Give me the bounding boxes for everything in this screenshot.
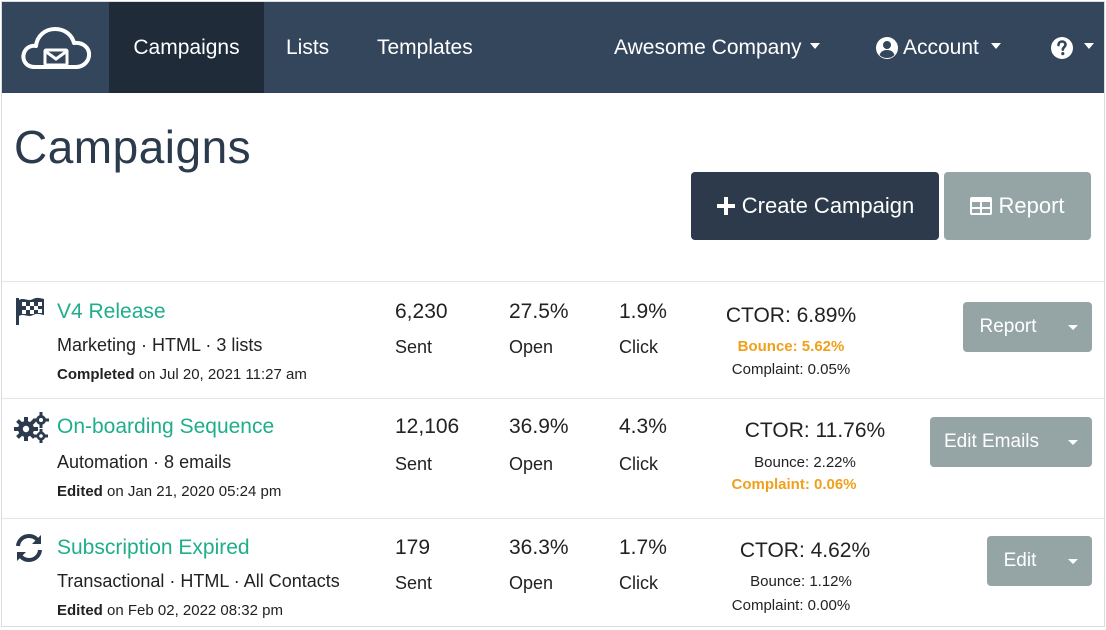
campaign-row: On-boarding Sequence Automation · 8 emai… bbox=[2, 399, 1104, 517]
bounce-value: Bounce: 2.22% bbox=[754, 454, 856, 471]
open-label: Open bbox=[509, 573, 554, 593]
campaign-status: Completed on Jul 20, 2021 11:27 am bbox=[57, 366, 307, 383]
sent-count: 179 bbox=[395, 536, 431, 559]
campaign-name-link[interactable]: On-boarding Sequence bbox=[57, 415, 275, 438]
refresh-icon bbox=[14, 533, 48, 565]
campaign-meta: Marketing · HTML · 3 lists bbox=[57, 335, 263, 355]
complaint-value: Complaint: 0.06% bbox=[731, 476, 857, 493]
campaign-meta: Automation · 8 emails bbox=[57, 452, 232, 472]
company-label: Awesome Company bbox=[614, 36, 802, 59]
divider bbox=[2, 518, 1104, 519]
status-word: Edited bbox=[57, 483, 103, 500]
click-label: Click bbox=[619, 454, 658, 474]
page-title: Campaigns bbox=[14, 121, 252, 173]
chevron-down-icon[interactable] bbox=[1053, 302, 1092, 352]
create-campaign-label: Create Campaign bbox=[741, 193, 915, 218]
divider bbox=[2, 281, 1104, 282]
account-dropdown[interactable]: Account bbox=[875, 2, 1001, 93]
cloud-mail-icon[interactable] bbox=[2, 2, 109, 93]
open-label: Open bbox=[509, 454, 554, 474]
sent-label: Sent bbox=[395, 454, 433, 474]
sent-count: 6,230 bbox=[395, 300, 448, 323]
bounce-value: Bounce: 5.62% bbox=[737, 338, 845, 355]
edit-button[interactable]: Edit bbox=[1003, 550, 1037, 571]
chevron-down-icon[interactable] bbox=[1053, 417, 1092, 467]
open-rate: 36.9% bbox=[509, 415, 569, 438]
campaign-status: Edited on Feb 02, 2022 08:32 pm bbox=[57, 602, 283, 619]
sent-label: Sent bbox=[395, 337, 433, 357]
divider bbox=[2, 398, 1104, 399]
help-dropdown[interactable] bbox=[1050, 2, 1094, 93]
ctor-value: CTOR: 11.76% bbox=[744, 419, 886, 442]
table-icon bbox=[970, 197, 993, 215]
sent-label: Sent bbox=[395, 573, 433, 593]
click-rate: 1.9% bbox=[619, 300, 667, 323]
nav-tab-lists[interactable]: Lists bbox=[286, 36, 330, 59]
click-label: Click bbox=[619, 573, 658, 593]
campaign-name-link[interactable]: Subscription Expired bbox=[57, 536, 250, 559]
edit-split-button[interactable]: Edit bbox=[987, 536, 1092, 586]
question-circle-icon bbox=[1050, 36, 1074, 60]
plus-icon bbox=[716, 196, 736, 216]
campaign-name-link[interactable]: V4 Release bbox=[57, 300, 166, 323]
campaign-meta: Transactional · HTML · All Contacts bbox=[57, 571, 340, 591]
checkered-flag-icon bbox=[14, 296, 48, 328]
account-label: Account bbox=[903, 36, 979, 59]
nav-tab-campaigns[interactable]: Campaigns bbox=[109, 2, 264, 93]
report-button[interactable]: Report bbox=[944, 172, 1091, 240]
complaint-value: Complaint: 0.05% bbox=[731, 361, 851, 378]
campaign-row: Subscription Expired Transactional · HTM… bbox=[2, 519, 1104, 626]
open-rate: 36.3% bbox=[509, 536, 569, 559]
gears-icon bbox=[14, 411, 49, 443]
open-label: Open bbox=[509, 337, 554, 357]
click-rate: 1.7% bbox=[619, 536, 667, 559]
bounce-value: Bounce: 1.12% bbox=[750, 573, 852, 590]
status-word: Completed bbox=[57, 366, 135, 383]
sent-count: 12,106 bbox=[395, 415, 460, 438]
nav-tab-templates[interactable]: Templates bbox=[377, 36, 473, 59]
chevron-down-icon bbox=[1084, 42, 1094, 49]
ctor-value: CTOR: 4.62% bbox=[739, 539, 871, 562]
open-rate: 27.5% bbox=[509, 300, 569, 323]
status-date: on Jan 21, 2020 05:24 pm bbox=[102, 483, 282, 500]
status-date: on Jul 20, 2021 11:27 am bbox=[134, 366, 307, 383]
report-split-button[interactable]: Report bbox=[963, 302, 1092, 352]
row-report-button[interactable]: Report bbox=[979, 316, 1037, 337]
report-label: Report bbox=[998, 193, 1065, 218]
status-date: on Feb 02, 2022 08:32 pm bbox=[102, 602, 283, 619]
company-dropdown[interactable]: Awesome Company bbox=[614, 2, 820, 93]
click-label: Click bbox=[619, 337, 658, 357]
user-circle-icon bbox=[875, 36, 899, 60]
campaign-status: Edited on Jan 21, 2020 05:24 pm bbox=[57, 483, 281, 500]
edit-emails-split-button[interactable]: Edit Emails bbox=[930, 417, 1092, 467]
campaign-row: V4 Release Marketing · HTML · 3 lists Co… bbox=[2, 282, 1104, 397]
chevron-down-icon[interactable] bbox=[1053, 536, 1092, 586]
create-campaign-button[interactable]: Create Campaign bbox=[691, 172, 939, 240]
edit-emails-button[interactable]: Edit Emails bbox=[943, 431, 1040, 452]
ctor-value: CTOR: 6.89% bbox=[725, 304, 857, 327]
click-rate: 4.3% bbox=[619, 415, 667, 438]
chevron-down-icon bbox=[809, 43, 820, 50]
complaint-value: Complaint: 0.00% bbox=[731, 597, 851, 614]
status-word: Edited bbox=[57, 602, 103, 619]
chevron-down-icon bbox=[990, 42, 1001, 49]
top-navbar: Campaigns Lists Templates Awesome Compan… bbox=[2, 2, 1104, 93]
